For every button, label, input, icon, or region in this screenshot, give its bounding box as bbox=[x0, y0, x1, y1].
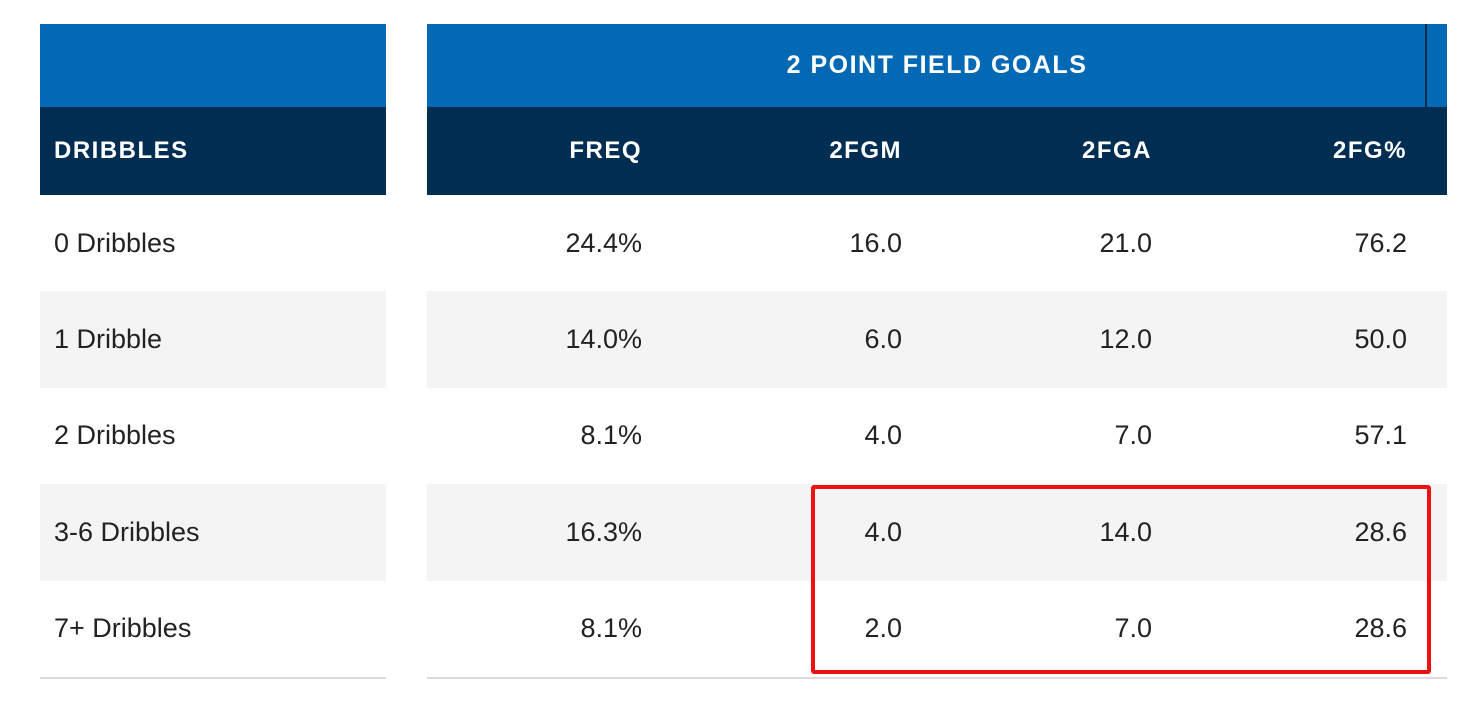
row-label: 2 Dribbles bbox=[54, 420, 176, 451]
cell-freq: 8.1% bbox=[580, 613, 642, 644]
cell-2fgm: 4.0 bbox=[864, 420, 902, 451]
row-label: 7+ Dribbles bbox=[54, 613, 192, 644]
cell-freq: 14.0% bbox=[565, 324, 642, 355]
cell-2fga: 7.0 bbox=[1114, 420, 1152, 451]
column-header-freq[interactable]: FREQ bbox=[569, 137, 642, 164]
table-row: 0 Dribbles bbox=[40, 195, 386, 291]
left-group-header bbox=[40, 24, 386, 107]
row-label: 0 Dribbles bbox=[54, 227, 176, 258]
field-goals-panel: 2 POINT FIELD GOALS FREQ 2FGM 2FGA 2FG% … bbox=[427, 24, 1447, 679]
row-label: 3-6 Dribbles bbox=[54, 516, 200, 547]
cell-2fgm: 4.0 bbox=[864, 516, 902, 547]
cell-2fga: 21.0 bbox=[1099, 227, 1152, 258]
cell-2fg-pct: 50.0 bbox=[1354, 324, 1407, 355]
cell-2fgm: 6.0 bbox=[864, 324, 902, 355]
cell-2fg-pct: 28.6 bbox=[1354, 613, 1407, 644]
dribbles-header-label: DRIBBLES bbox=[54, 137, 189, 164]
cell-2fga: 7.0 bbox=[1114, 613, 1152, 644]
column-header-2fg-pct[interactable]: 2FG% bbox=[1332, 137, 1407, 164]
cell-2fg-pct: 76.2 bbox=[1354, 227, 1407, 258]
table-row: 24.4% 16.0 21.0 76.2 bbox=[427, 195, 1447, 291]
table-row: 8.1% 4.0 7.0 57.1 bbox=[427, 388, 1447, 484]
table-bottom-border bbox=[40, 676, 386, 679]
cell-2fga: 14.0 bbox=[1099, 516, 1152, 547]
table-row: 16.3% 4.0 14.0 28.6 bbox=[427, 484, 1447, 581]
header-divider bbox=[1425, 24, 1427, 107]
table-row: 2 Dribbles bbox=[40, 388, 386, 484]
row-label: 1 Dribble bbox=[54, 324, 163, 355]
table-row: 14.0% 6.0 12.0 50.0 bbox=[427, 291, 1447, 388]
table-row: 1 Dribble bbox=[40, 291, 386, 388]
cell-2fg-pct: 57.1 bbox=[1354, 420, 1407, 451]
group-header-title: 2 POINT FIELD GOALS bbox=[786, 51, 1088, 79]
group-header-2pt-field-goals: 2 POINT FIELD GOALS bbox=[427, 24, 1447, 107]
column-header-row: FREQ 2FGM 2FGA 2FG% bbox=[427, 107, 1447, 195]
cell-freq: 8.1% bbox=[580, 420, 642, 451]
dribbles-panel: DRIBBLES 0 Dribbles 1 Dribble 2 Dribbles… bbox=[40, 24, 386, 679]
cell-2fg-pct: 28.6 bbox=[1354, 516, 1407, 547]
cell-2fga: 12.0 bbox=[1099, 324, 1152, 355]
column-header-2fga[interactable]: 2FGA bbox=[1081, 137, 1152, 164]
column-header-2fgm[interactable]: 2FGM bbox=[829, 137, 902, 164]
table-row: 8.1% 2.0 7.0 28.6 bbox=[427, 581, 1447, 677]
table-row: 7+ Dribbles bbox=[40, 581, 386, 677]
cell-2fgm: 2.0 bbox=[864, 613, 902, 644]
cell-freq: 24.4% bbox=[565, 227, 642, 258]
table-bottom-border bbox=[427, 676, 1447, 679]
column-header-dribbles: DRIBBLES bbox=[40, 107, 386, 195]
cell-freq: 16.3% bbox=[565, 516, 642, 547]
cell-2fgm: 16.0 bbox=[849, 227, 902, 258]
table-row: 3-6 Dribbles bbox=[40, 484, 386, 581]
